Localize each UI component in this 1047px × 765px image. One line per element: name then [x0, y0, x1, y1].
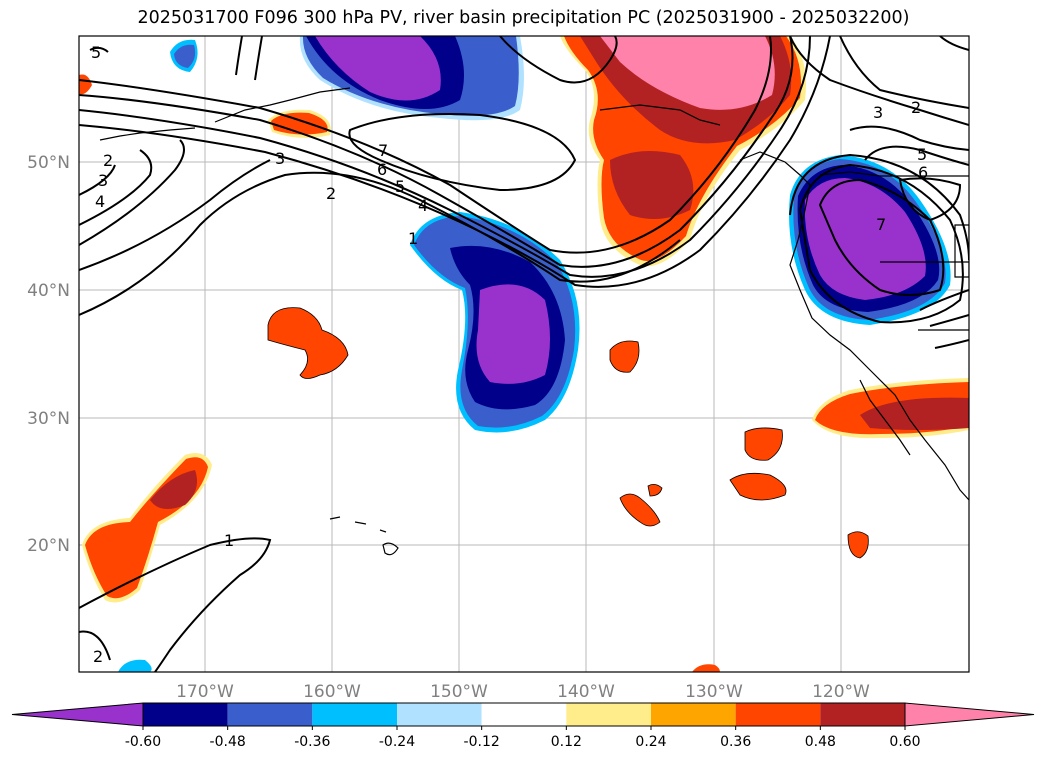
contour-label: 2 — [326, 184, 336, 203]
colorbar-segment — [481, 703, 567, 726]
lon-tick-label: 160°W — [303, 682, 361, 702]
positive-anomaly-southwest — [82, 452, 212, 603]
negative-anomaly-california — [789, 155, 951, 325]
lon-tick-label: 120°W — [812, 682, 870, 702]
lon-tick-label: 150°W — [430, 682, 488, 702]
lat-tick-label: 50°N — [27, 153, 70, 173]
contour-label: 4 — [95, 192, 105, 211]
colorbar-segment — [312, 703, 397, 726]
positive-anomaly-baja — [812, 378, 969, 439]
lon-tick-label: 130°W — [685, 682, 743, 702]
colorbar-tick-label: 0.48 — [805, 734, 836, 750]
contour-label: 6 — [918, 163, 928, 182]
map-title: 2025031700 F096 300 hPa PV, river basin … — [137, 8, 910, 28]
negative-anomaly-bering — [299, 36, 524, 121]
pv-contours — [79, 36, 969, 672]
colorbar-tick-label: -0.48 — [210, 734, 246, 750]
contour-label: 2 — [93, 647, 103, 666]
colorbar-segment — [227, 703, 313, 726]
contour-label: 4 — [418, 196, 428, 215]
contour-label: 6 — [377, 160, 387, 179]
longitude-labels: 170°W 160°W 150°W 140°W 130°W 120°W — [176, 682, 870, 702]
contour-label: 3 — [98, 171, 108, 190]
latitude-labels: 50°N 40°N 30°N 20°N — [27, 153, 70, 556]
colorbar-extend-high — [904, 702, 1035, 727]
contour-label: 1 — [408, 229, 418, 248]
contour-label: 2 — [103, 151, 113, 170]
positive-anomaly-gulf-of-alaska — [560, 36, 806, 267]
colorbar-tick-label: 0.36 — [720, 734, 751, 750]
contour-label: 5 — [91, 43, 101, 62]
colorbar-segment — [820, 703, 905, 726]
colorbar-segment — [143, 703, 228, 726]
lon-tick-label: 170°W — [176, 682, 234, 702]
contour-label: 3 — [275, 149, 285, 168]
contour-label: 7 — [378, 141, 388, 160]
negative-anomaly-bottom-left — [118, 659, 152, 672]
coastlines — [99, 87, 969, 556]
colorbar-tick-label: -0.12 — [464, 734, 500, 750]
contour-label: 5 — [917, 145, 927, 164]
colorbar: -0.60 -0.48 -0.36 -0.24 -0.12 0.12 0.24 0.36 0.4… — [11, 702, 1035, 750]
lon-tick-label: 140°W — [557, 682, 615, 702]
positive-anomaly-small-fragments — [79, 74, 869, 672]
contour-label: 1 — [224, 531, 234, 550]
colorbar-outline — [142, 702, 906, 727]
negative-anomaly-small-nw — [170, 39, 198, 72]
negative-anomaly-central-pacific — [410, 212, 580, 433]
map-area: 5 2 3 4 3 2 7 6 5 4 1 3 2 5 6 7 1 2 — [79, 36, 969, 672]
lat-tick-label: 30°N — [27, 409, 70, 429]
lat-tick-label: 20°N — [27, 536, 70, 556]
colorbar-segment — [397, 703, 482, 726]
colorbar-segment — [651, 703, 736, 726]
colorbar-extend-low — [11, 702, 144, 727]
colorbar-tick-label: 0.24 — [635, 734, 666, 750]
colorbar-segment — [566, 703, 651, 726]
map-frame — [78, 35, 970, 673]
colorbar-tick-label: -0.60 — [125, 734, 161, 750]
colorbar-tick-label: -0.24 — [379, 734, 415, 750]
contour-labels: 5 2 3 4 3 2 7 6 5 4 1 3 2 5 6 7 1 2 — [91, 43, 928, 666]
contour-label: 3 — [873, 103, 883, 122]
contour-label: 7 — [876, 215, 886, 234]
colorbar-tick-label: -0.36 — [294, 734, 330, 750]
contour-label: 2 — [911, 98, 921, 117]
colorbar-segment — [735, 703, 821, 726]
lat-tick-label: 40°N — [27, 281, 70, 301]
colorbar-tick-label: 0.12 — [551, 734, 582, 750]
contour-label: 5 — [395, 177, 405, 196]
colorbar-tick-label: 0.60 — [889, 734, 920, 750]
